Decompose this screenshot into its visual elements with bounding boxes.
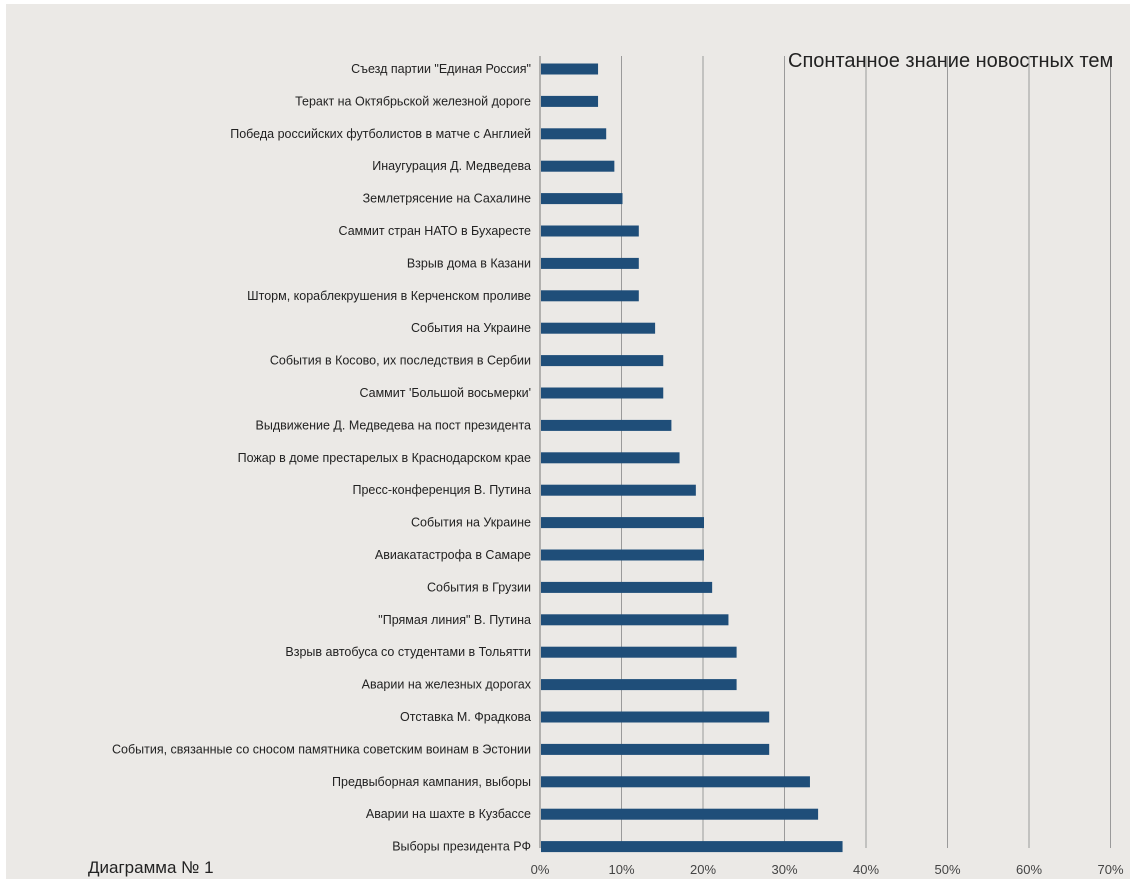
category-label: Отставка М. Фрадкова xyxy=(400,710,531,724)
category-label: Шторм, кораблекрушения в Керченском прол… xyxy=(247,289,531,303)
bar xyxy=(541,128,607,140)
category-label: Аварии на шахте в Кузбассе xyxy=(366,807,531,821)
x-tick-label: 70% xyxy=(1097,862,1123,877)
category-label: Саммит стран НАТО в Бухаресте xyxy=(339,224,531,238)
x-tick-label: 30% xyxy=(771,862,797,877)
bar xyxy=(541,484,696,496)
bar xyxy=(541,95,599,107)
bar xyxy=(541,452,680,464)
category-label: Пожар в доме престарелых в Краснодарском… xyxy=(238,451,531,465)
x-tick-label: 60% xyxy=(1016,862,1042,877)
bar xyxy=(541,679,737,691)
bar xyxy=(541,225,639,237)
bar xyxy=(541,160,615,172)
category-label: События в Грузии xyxy=(427,580,531,594)
bar xyxy=(541,581,713,593)
bar xyxy=(541,711,770,723)
bar xyxy=(541,743,770,755)
category-label: События на Украине xyxy=(411,321,531,335)
chart-title: Спонтанное знание новостных тем xyxy=(788,50,1114,72)
bar xyxy=(541,614,729,626)
x-tick-label: 40% xyxy=(853,862,879,877)
bar xyxy=(541,257,639,269)
bar xyxy=(541,419,672,431)
bar xyxy=(541,776,810,788)
category-label: Победа российских футболистов в матче с … xyxy=(230,127,531,141)
bar xyxy=(541,517,704,529)
x-tick-label: 50% xyxy=(934,862,960,877)
category-label: Пресс-конференция В. Путина xyxy=(352,483,531,497)
category-label: Выдвижение Д. Медведева на пост президен… xyxy=(256,418,531,432)
category-label: Съезд партии "Единая Россия" xyxy=(351,62,531,76)
category-label: "Прямая линия" В. Путина xyxy=(378,613,531,627)
x-tick-label: 20% xyxy=(690,862,716,877)
category-label: Авиакатастрофа в Самаре xyxy=(375,548,531,562)
category-label: Землетрясение на Сахалине xyxy=(363,192,531,206)
category-label: Инаугурация Д. Медведева xyxy=(372,159,531,173)
x-tick-label: 0% xyxy=(531,862,550,877)
category-label: События на Украине xyxy=(411,516,531,530)
bar xyxy=(541,549,704,561)
bar xyxy=(541,387,664,399)
category-label: События, связанные со сносом памятника с… xyxy=(112,742,531,756)
category-label: Саммит 'Большой восьмерки' xyxy=(359,386,531,400)
bar xyxy=(541,841,843,853)
category-label: Взрыв автобуса со студентами в Тольятти xyxy=(285,645,531,659)
category-label: Выборы президента РФ xyxy=(392,840,531,854)
bar xyxy=(541,290,639,302)
category-label: Аварии на железных дорогах xyxy=(362,678,532,692)
bar xyxy=(541,193,623,205)
x-tick-label: 10% xyxy=(608,862,634,877)
bar xyxy=(541,63,599,75)
category-label: Теракт на Октябрьской железной дороге xyxy=(295,94,531,108)
bar xyxy=(541,808,819,820)
category-label: Взрыв дома в Казани xyxy=(407,256,531,270)
chart-caption: Диаграмма № 1 xyxy=(88,858,214,877)
category-label: События в Косово, их последствия в Серби… xyxy=(270,354,531,368)
bar xyxy=(541,355,664,367)
category-label: Предвыборная кампания, выборы xyxy=(332,775,531,789)
bar xyxy=(541,646,737,658)
bar xyxy=(541,322,656,334)
chart-panel xyxy=(6,4,1130,879)
